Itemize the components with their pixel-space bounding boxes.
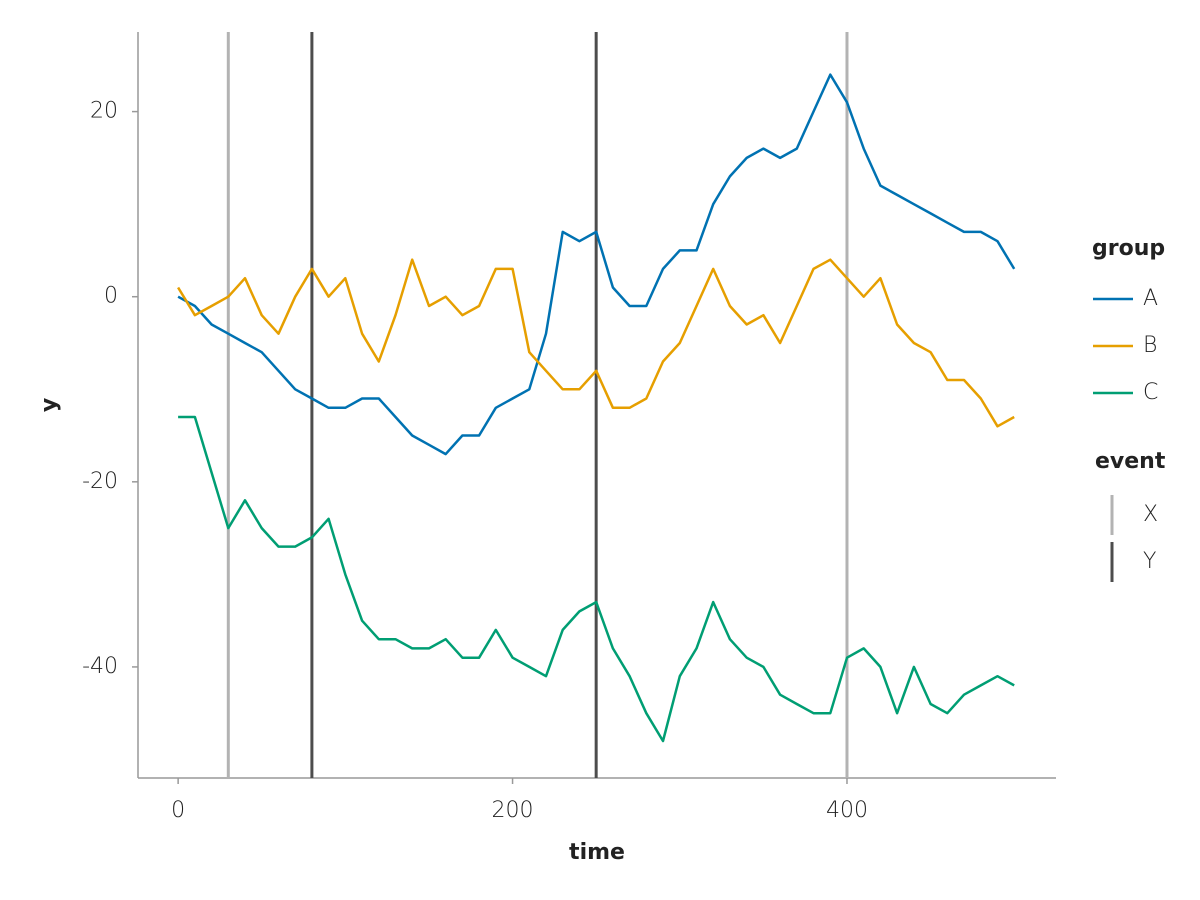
legend-label: A (1143, 286, 1158, 311)
y-tick-label: -40 (82, 654, 118, 679)
legend-title: event (1095, 449, 1166, 474)
y-tick-label: -20 (82, 469, 118, 494)
y-tick-label: 0 (104, 284, 118, 309)
legend-label: X (1143, 502, 1158, 527)
legend-title: group (1092, 236, 1165, 261)
series-line (177, 258, 1015, 428)
x-tick-label: 0 (171, 798, 185, 823)
series-line (178, 415, 1015, 743)
y-tick-label: 20 (90, 99, 118, 124)
legend-label: C (1143, 380, 1158, 405)
legend-label: B (1143, 333, 1157, 358)
x-tick-label: 400 (826, 798, 868, 823)
y-axis-label: y (37, 398, 62, 412)
series-line (177, 73, 1016, 456)
legend-label: Y (1143, 549, 1156, 574)
x-tick-label: 200 (492, 798, 534, 823)
x-axis-label: time (569, 840, 625, 865)
